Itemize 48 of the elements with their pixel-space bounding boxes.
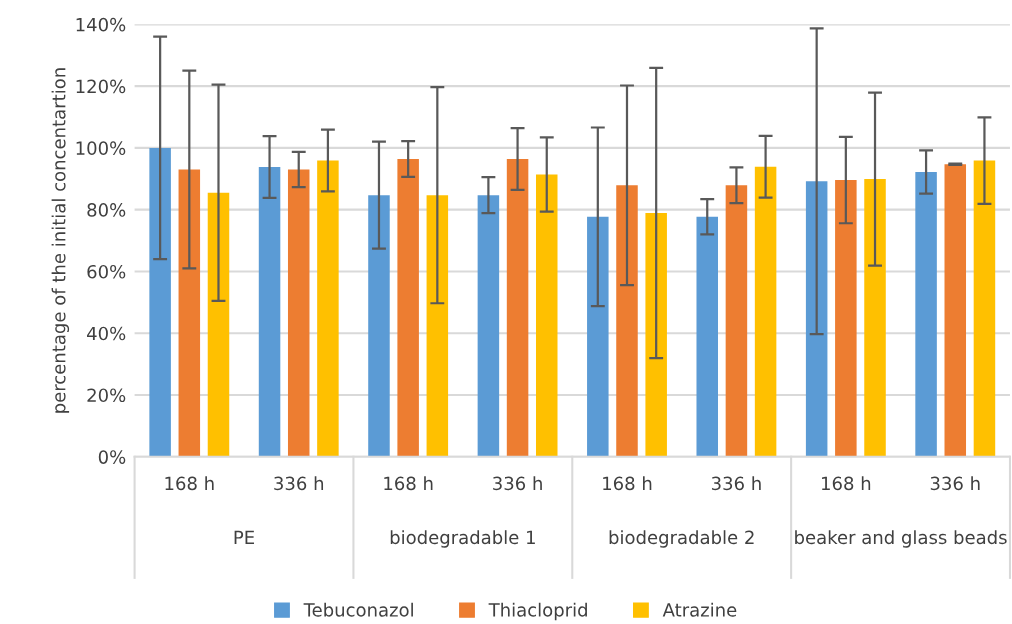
bar bbox=[397, 159, 419, 457]
x-tick-label: 168 h bbox=[603, 476, 652, 491]
y-tick-label: 100% bbox=[76, 141, 126, 155]
y-tick-label: 140% bbox=[76, 17, 126, 32]
bar bbox=[805, 181, 828, 457]
y-tick-label: 0% bbox=[98, 450, 126, 464]
bar bbox=[835, 180, 857, 457]
y-axis-title: percentage of the initial concentartion bbox=[51, 68, 70, 413]
bar bbox=[368, 195, 390, 457]
bar bbox=[477, 195, 500, 457]
bar bbox=[616, 185, 638, 457]
legend-label: Tebuconazol bbox=[303, 602, 413, 617]
bar bbox=[754, 166, 777, 457]
bar bbox=[696, 216, 718, 457]
bar bbox=[506, 159, 529, 457]
bar bbox=[944, 164, 967, 457]
y-tick-label: 40% bbox=[87, 326, 126, 341]
bar bbox=[178, 169, 201, 457]
x-tick-label: 168 h bbox=[165, 476, 214, 491]
bar bbox=[864, 179, 886, 457]
x-tick-label: 336 h bbox=[493, 476, 542, 491]
x-tick-label: 168 h bbox=[384, 476, 433, 491]
bar bbox=[287, 169, 310, 457]
text: beaker and glass beads bbox=[795, 530, 1007, 548]
x-tick-label: 336 h bbox=[711, 476, 761, 491]
bar bbox=[915, 171, 937, 457]
x-tick-label: 336 h bbox=[274, 476, 324, 491]
y-tick-label: 20% bbox=[87, 388, 126, 403]
bar bbox=[587, 216, 609, 457]
text: PE bbox=[234, 530, 255, 544]
bar bbox=[149, 147, 171, 457]
x-tick-label: 336 h bbox=[930, 476, 980, 491]
x-tick-label: 168 h bbox=[822, 476, 871, 491]
bar bbox=[207, 192, 230, 457]
bar bbox=[973, 160, 996, 457]
legend-label: Thiacloprid bbox=[488, 602, 587, 621]
bar bbox=[258, 167, 281, 457]
bar bbox=[426, 195, 449, 457]
bar bbox=[725, 185, 748, 457]
text: biodegradable 2 bbox=[609, 530, 754, 548]
text: biodegradable 1 bbox=[390, 530, 535, 548]
y-tick-label: 120% bbox=[76, 79, 126, 94]
bar bbox=[317, 160, 339, 457]
y-tick-label: 60% bbox=[87, 264, 126, 279]
bar bbox=[645, 213, 667, 457]
bar bbox=[535, 174, 558, 457]
legend-label: Atrazine bbox=[662, 602, 737, 617]
y-tick-label: 80% bbox=[87, 203, 126, 217]
